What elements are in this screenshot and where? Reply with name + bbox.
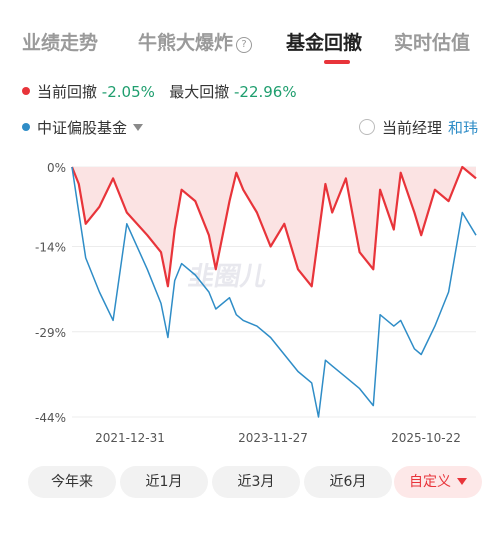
range-custom-button[interactable]: 自定义 — [394, 466, 482, 498]
series-line — [71, 166, 477, 418]
current-drawdown-label: 当前回撤 — [37, 83, 98, 101]
current-manager-label: 当前经理 — [381, 119, 442, 137]
tab-drawdown[interactable]: 基金回撤 — [286, 32, 363, 54]
current-drawdown-value: -2.05% — [101, 83, 155, 101]
range-custom-label: 自定义 — [409, 474, 451, 490]
y-tick-label: -14% — [35, 241, 66, 255]
blue-dot-icon — [22, 123, 30, 131]
red-dot-icon — [22, 87, 30, 95]
tab-bull-bear-label: 牛熊大爆炸 — [138, 32, 234, 54]
help-icon[interactable]: ? — [236, 37, 253, 53]
tab-performance[interactable]: 业绩走势 — [22, 32, 99, 54]
y-tick-label: 0% — [47, 161, 66, 175]
range-3m-button[interactable]: 近3月 — [212, 466, 300, 498]
range-ytd-button[interactable]: 今年来 — [28, 466, 116, 498]
x-tick-label: 2021-12-31 — [95, 431, 165, 445]
current-manager-toggle[interactable]: 当前经理 和玮 — [358, 117, 478, 138]
range-6m-button[interactable]: 近6月 — [304, 466, 392, 498]
dropdown-arrow-icon — [457, 478, 467, 485]
tab-bull-bear[interactable]: 牛熊大爆炸? — [138, 28, 253, 55]
watermark-text: 韭圈儿 — [186, 262, 269, 292]
series-line — [70, 165, 477, 288]
manager-name[interactable]: 和玮 — [447, 119, 478, 137]
dropdown-arrow-icon — [133, 124, 144, 131]
drawdown-chart: 0% -14% -29% -44% 韭圈儿 2021-12-31 2023-11-27 202… — [35, 161, 477, 445]
max-drawdown-label: 最大回撤 — [169, 83, 230, 101]
tab-bar: 业绩走势 牛熊大爆炸? 基金回撤 实时估值 — [0, 0, 500, 70]
index-label: 中证偏股基金 — [37, 119, 128, 137]
series-area — [72, 167, 476, 287]
x-tick-label: 2023-11-27 — [238, 431, 308, 445]
radio-icon[interactable] — [358, 119, 375, 135]
x-tick-label: 2025-10-22 — [391, 431, 461, 445]
y-tick-label: -29% — [35, 326, 66, 340]
tab-realtime-estimate[interactable]: 实时估值 — [394, 32, 471, 54]
max-drawdown-value: -22.96% — [233, 83, 297, 101]
index-selector[interactable]: 中证偏股基金 — [22, 117, 144, 138]
range-1m-button[interactable]: 近1月 — [120, 466, 208, 498]
active-tab-indicator — [324, 60, 350, 64]
drawdown-legend: 当前回撤 -2.05% 最大回撤 -22.96% — [22, 81, 297, 102]
y-tick-label: -44% — [35, 411, 66, 425]
